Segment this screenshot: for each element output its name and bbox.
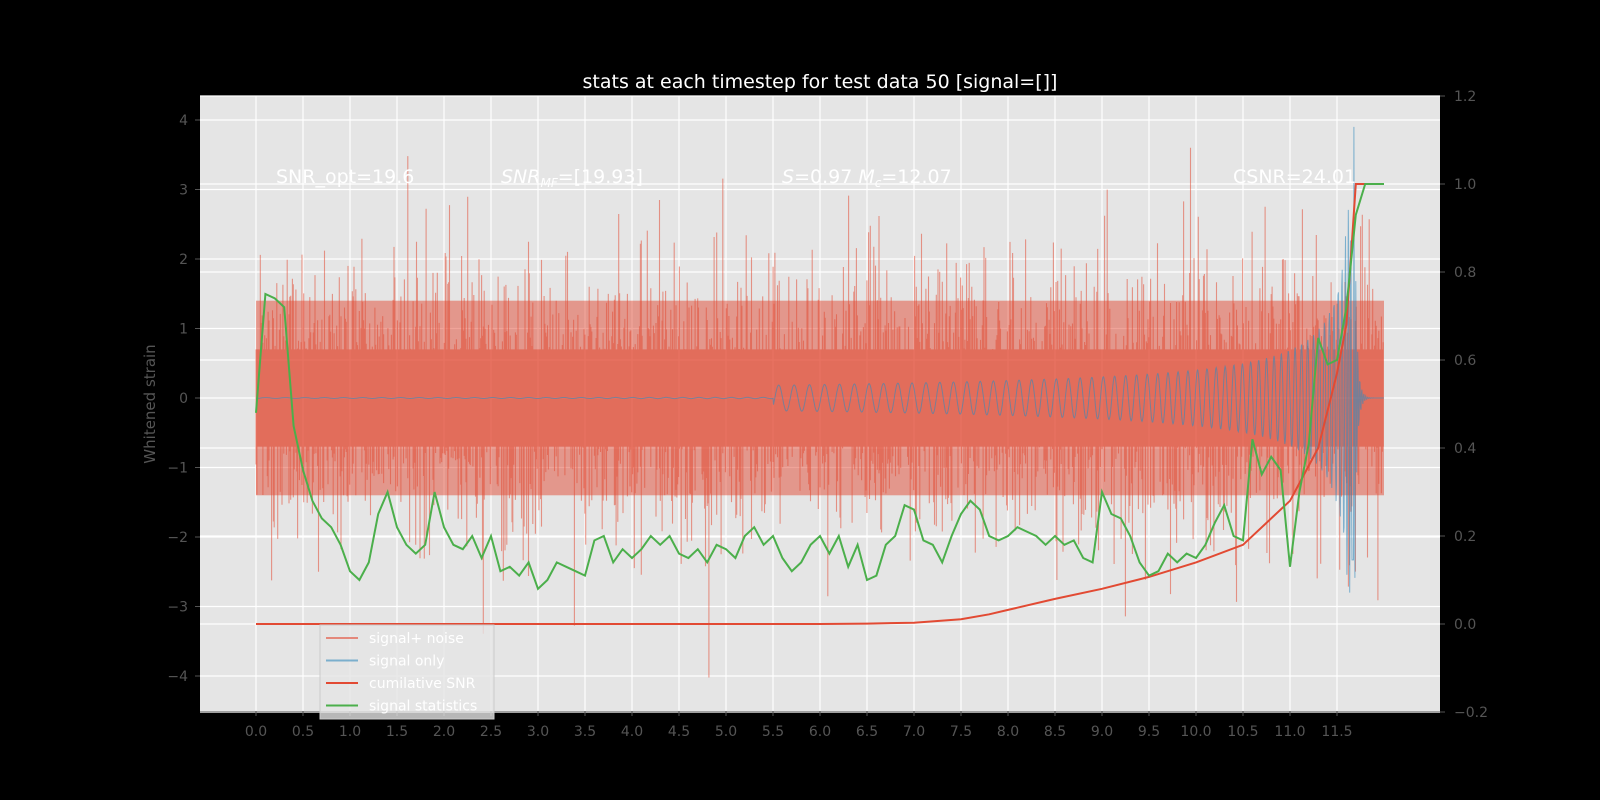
y-right-tick-label: 0.4 [1454, 441, 1476, 457]
y-tick-label: 3 [179, 183, 188, 199]
x-tick-label: 4.5 [668, 724, 690, 740]
y-axis-right: −0.2 0.0 0.2 0.4 0.6 0.8 1.0 1.2 [1440, 89, 1488, 721]
chart-title: stats at each timestep for test data 50 … [583, 71, 1058, 93]
cumulative-snr-line [256, 183, 1384, 625]
legend-box [319, 624, 495, 720]
y-right-tick-label: 0.8 [1454, 265, 1476, 281]
signal-trace [256, 126, 1384, 593]
x-tick-label: 5.0 [715, 724, 737, 740]
x-tick-label: 10.0 [1180, 724, 1211, 740]
x-tick-label: 3.5 [574, 724, 596, 740]
annotation-snr-mf: SNRMF=[19.93] [501, 166, 643, 190]
y-right-tick-label: 0.0 [1454, 617, 1476, 633]
x-axis: 0.0 0.5 1.0 1.5 2.0 2.5 3.0 3.5 4.0 4.5 5.0 5.5 6.0 6… [245, 711, 1353, 740]
legend-label: signal only [369, 654, 444, 670]
legend-label: signal+ noise [369, 631, 464, 647]
signal-series [256, 126, 1384, 593]
legend: signal+ noise signal only cumilative SNR si… [319, 624, 495, 720]
annotation-snr-opt: SNR_opt=19.6 [276, 166, 414, 188]
x-tick-label: 2.5 [480, 724, 502, 740]
y-axis-left: −4 −3 −2 −1 0 1 2 3 4 [167, 113, 200, 685]
y-right-tick-label: −0.2 [1454, 705, 1488, 721]
x-tick-label: 7.0 [903, 724, 925, 740]
y-tick-label: 2 [179, 252, 188, 268]
y-tick-label: −3 [167, 600, 188, 616]
right-axis-series [255, 183, 1384, 625]
x-tick-label: 2.0 [433, 724, 455, 740]
legend-label: signal statistics [369, 699, 477, 715]
y-right-tick-label: 1.0 [1454, 177, 1476, 193]
y-axis-label: Whitened strain [141, 344, 159, 463]
x-tick-label: 1.0 [339, 724, 361, 740]
x-tick-label: 9.0 [1091, 724, 1113, 740]
x-tick-label: 11.0 [1274, 724, 1305, 740]
x-tick-label: 8.0 [997, 724, 1019, 740]
x-tick-label: 1.5 [386, 724, 408, 740]
x-tick-label: 5.5 [762, 724, 784, 740]
annotation-csnr: CSNR=24.01 [1233, 166, 1356, 188]
x-tick-label: 8.5 [1044, 724, 1066, 740]
x-tick-label: 11.5 [1321, 724, 1352, 740]
legend-label: cumilative SNR [369, 676, 476, 692]
x-tick-label: 6.0 [809, 724, 831, 740]
x-tick-label: 4.0 [621, 724, 643, 740]
annotation-s-mc: S=0.97 Mc=12.07 [782, 166, 952, 190]
y-tick-label: 0 [179, 391, 188, 407]
x-tick-label: 10.5 [1227, 724, 1258, 740]
x-tick-label: 6.5 [856, 724, 878, 740]
y-tick-label: −1 [167, 461, 188, 477]
y-right-tick-label: 0.2 [1454, 529, 1476, 545]
x-tick-label: 7.5 [950, 724, 972, 740]
x-tick-label: 0.5 [292, 724, 314, 740]
annotations: SNR_opt=19.6 SNRMF=[19.93] S=0.97 Mc=12.… [276, 166, 1356, 190]
x-tick-label: 9.5 [1138, 724, 1160, 740]
y-tick-label: 1 [179, 322, 188, 338]
y-right-tick-label: 1.2 [1454, 89, 1476, 105]
y-tick-label: 4 [179, 113, 188, 129]
y-tick-label: −4 [167, 669, 188, 685]
x-tick-label: 3.0 [527, 724, 549, 740]
y-tick-label: −2 [167, 530, 188, 546]
signal-statistics-line [255, 183, 1384, 591]
x-tick-label: 0.0 [245, 724, 267, 740]
y-right-tick-label: 0.6 [1454, 353, 1476, 369]
